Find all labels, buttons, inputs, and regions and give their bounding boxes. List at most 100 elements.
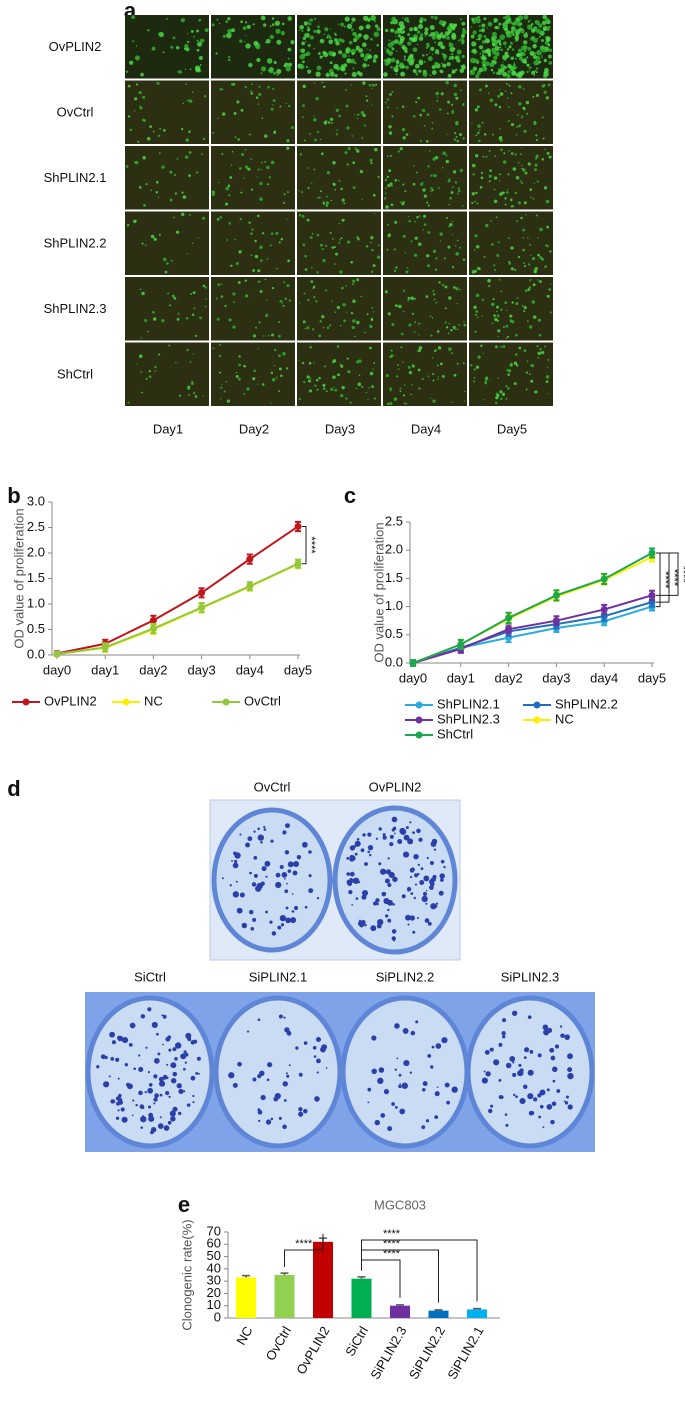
colony	[253, 855, 258, 860]
x-tick-label: day4	[590, 670, 618, 685]
cell	[302, 84, 306, 89]
cell	[161, 319, 165, 323]
colony	[104, 1055, 108, 1060]
cell	[523, 309, 526, 312]
cell	[545, 36, 547, 38]
cell	[275, 376, 278, 379]
cell	[507, 373, 510, 376]
cell	[527, 20, 530, 23]
cell	[499, 88, 501, 91]
colony	[283, 1099, 287, 1102]
cell	[447, 179, 451, 183]
row-label: OvPLIN2	[49, 39, 102, 54]
cell	[250, 188, 254, 191]
cell	[481, 40, 486, 44]
cell	[135, 219, 137, 222]
colony	[505, 1062, 512, 1069]
cell	[256, 176, 258, 178]
cell	[439, 240, 442, 242]
cell	[354, 335, 356, 338]
colony	[352, 877, 360, 884]
cell	[390, 203, 394, 207]
cell	[261, 383, 265, 386]
cell	[495, 392, 498, 395]
cell	[215, 52, 218, 55]
cell	[354, 113, 356, 116]
colony	[421, 895, 428, 903]
cell	[485, 84, 488, 88]
cell	[513, 62, 516, 64]
colony	[303, 1108, 308, 1114]
cell	[444, 31, 450, 36]
cell	[366, 99, 369, 102]
cell	[193, 35, 195, 38]
legend-label: ShPLIN2.2	[555, 696, 618, 711]
cell	[137, 140, 140, 143]
cell	[423, 124, 426, 127]
cell	[318, 376, 321, 380]
cell	[181, 127, 184, 131]
cell	[138, 354, 143, 358]
cell	[393, 269, 397, 273]
cell	[535, 154, 539, 158]
cell	[516, 126, 518, 128]
cell	[256, 214, 260, 218]
cell	[388, 170, 391, 173]
colony	[374, 1119, 381, 1126]
cell	[230, 264, 233, 268]
colony	[153, 1102, 156, 1105]
cell	[441, 52, 444, 56]
colony	[170, 1062, 177, 1069]
cell	[299, 153, 303, 156]
cell	[417, 368, 421, 372]
cell	[455, 96, 459, 100]
cell	[445, 159, 449, 164]
cell	[333, 386, 335, 389]
cell	[431, 65, 436, 70]
cell	[389, 355, 392, 359]
cell	[180, 212, 185, 217]
cell	[507, 335, 510, 338]
cell	[522, 106, 526, 110]
cell	[529, 188, 533, 191]
cell	[440, 69, 444, 74]
cell	[427, 45, 430, 48]
cell	[377, 244, 380, 247]
cell	[376, 255, 381, 259]
cell	[368, 83, 372, 87]
cell	[441, 62, 443, 65]
colony	[116, 1101, 121, 1106]
cell	[246, 387, 250, 391]
cell	[363, 15, 369, 21]
colony	[421, 1125, 426, 1130]
colony	[429, 881, 435, 887]
colony	[162, 1014, 167, 1019]
cell	[308, 389, 312, 393]
cell	[351, 52, 355, 56]
cell	[484, 223, 489, 228]
colony	[180, 1091, 183, 1094]
cell	[390, 184, 394, 187]
cell	[488, 180, 491, 183]
colony	[351, 904, 353, 906]
colony	[490, 1104, 494, 1108]
cell	[277, 321, 281, 324]
cell	[450, 53, 453, 56]
cell	[412, 35, 414, 37]
cell	[516, 297, 519, 299]
cell	[367, 64, 370, 67]
colony	[371, 1068, 377, 1075]
cell	[316, 197, 319, 199]
colony	[280, 923, 285, 927]
cell	[162, 51, 165, 54]
cell	[194, 65, 201, 72]
cell	[434, 41, 437, 44]
colony	[420, 867, 424, 871]
cell	[384, 61, 390, 66]
cell	[341, 286, 344, 290]
colony	[426, 856, 429, 860]
y-axis-label: OD value of proliferation	[11, 508, 26, 648]
cell	[238, 250, 242, 254]
cell	[399, 62, 404, 67]
